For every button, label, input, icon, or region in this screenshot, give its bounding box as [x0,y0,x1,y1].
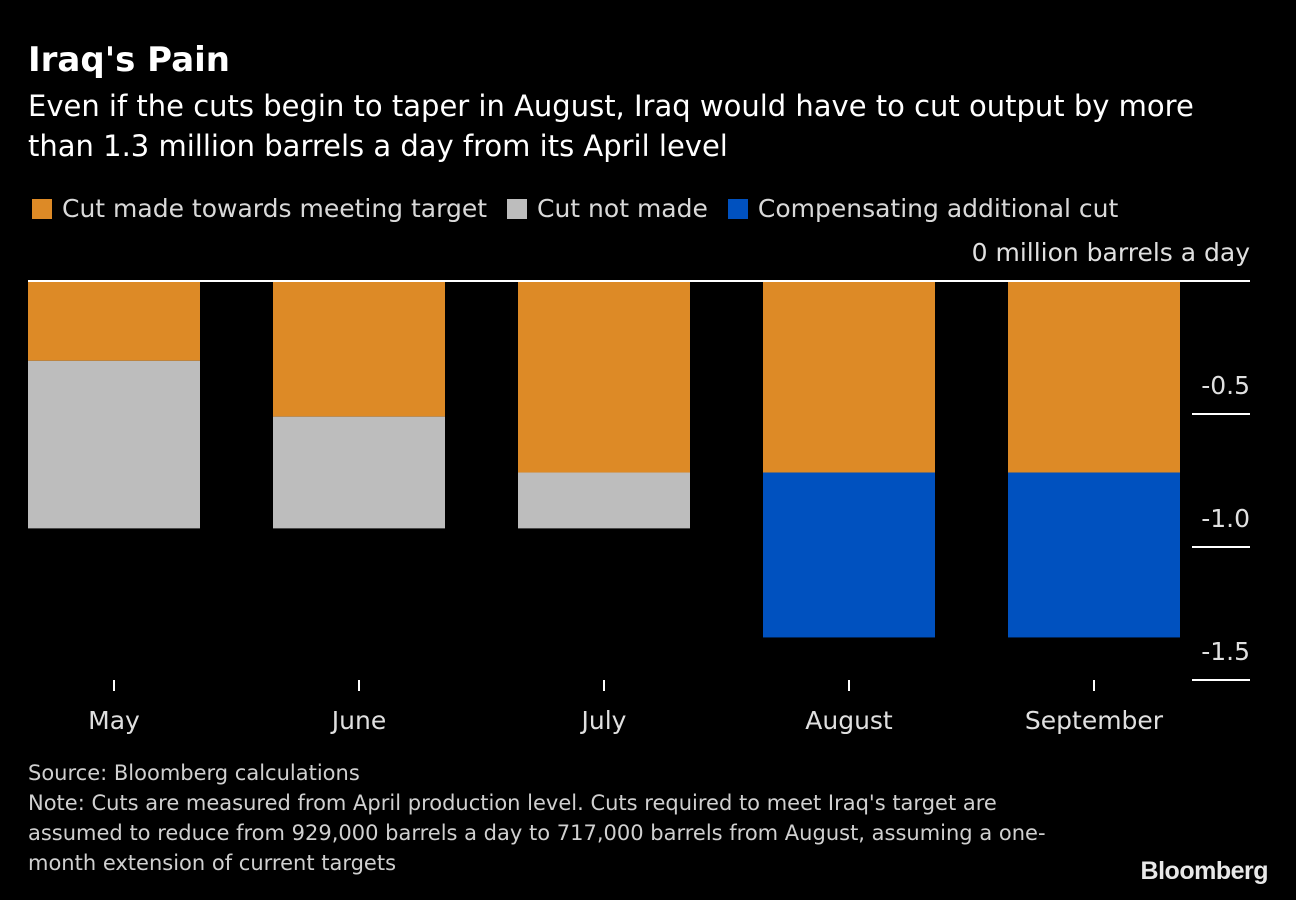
bar-july-series-1 [518,472,690,529]
legend-label-cut-made: Cut made towards meeting target [62,194,487,223]
source-text: Source: Bloomberg calculations [28,761,360,785]
chart-title: Iraq's Pain [28,40,230,80]
bar-august-series-0 [763,281,935,473]
bar-august-series-2 [763,472,935,638]
x-label-september: September [1025,706,1164,735]
y-tick-label-2: -1.0 [1201,504,1250,533]
bar-july-series-0 [518,281,690,473]
bar-may-series-0 [28,281,200,361]
x-label-august: August [805,706,893,735]
footnotes: Source: Bloomberg calculations Note: Cut… [28,758,1088,878]
legend-label-cut-not-made: Cut not made [537,194,708,223]
bar-june-series-1 [273,416,445,529]
y-tick-label-3: -1.5 [1201,637,1250,666]
bar-june-series-0 [273,281,445,417]
legend-item-compensating-cut: Compensating additional cut [727,194,1119,223]
legend-swatch-compensating-cut [727,198,748,219]
x-label-july: July [580,706,627,735]
legend-swatch-cut-made [32,198,52,219]
y-tick-label-1: -0.5 [1201,371,1250,400]
y-tick-label-0: 0 million barrels a day [972,238,1251,267]
legend-item-cut-made: Cut made towards meeting target [32,194,487,223]
x-label-may: May [88,706,140,735]
bloomberg-logo: Bloomberg [1140,857,1269,885]
bar-may-series-1 [28,360,200,529]
bar-september-series-2 [1008,472,1180,638]
legend: Cut made towards meeting target Cut not … [32,194,1138,223]
note-text: Note: Cuts are measured from April produ… [28,791,1046,875]
x-label-june: June [330,706,386,735]
chart-subtitle: Even if the cuts begin to taper in Augus… [28,89,1194,163]
legend-item-cut-not-made: Cut not made [507,194,708,223]
bar-september-series-0 [1008,281,1180,473]
legend-label-compensating-cut: Compensating additional cut [757,194,1119,223]
legend-swatch-cut-not-made [507,198,527,219]
